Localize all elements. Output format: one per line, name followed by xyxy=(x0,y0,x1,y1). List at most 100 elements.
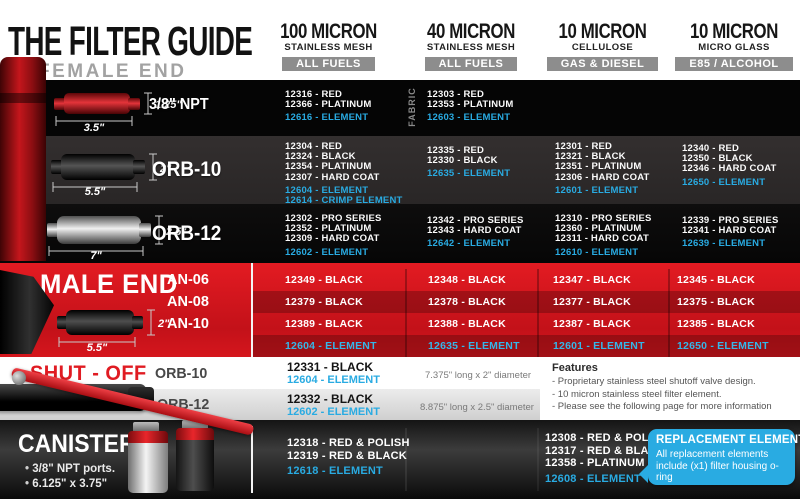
column-micron: 100 MICRON xyxy=(280,20,377,43)
part-number: 12353 - PLATINUM xyxy=(427,99,514,111)
svg-text:3.5": 3.5" xyxy=(84,122,105,132)
element-number: 12603 - ELEMENT xyxy=(427,112,511,124)
part-number: 12360 - PLATINUM xyxy=(555,223,642,235)
part-number: 12306 - HARD COAT xyxy=(555,171,650,183)
part-number: 12378 - BLACK xyxy=(428,296,506,308)
black-canister-photo xyxy=(176,428,214,491)
part-number: 12340 - RED xyxy=(682,143,740,154)
element-number: 12639 - ELEMENT xyxy=(682,238,766,250)
column-media: CELLULOSE xyxy=(571,42,634,53)
cell-shutoff-orb10: 12331 - BLACK 12604 - ELEMENT xyxy=(287,361,380,387)
fabric-note: FABRIC xyxy=(406,87,417,127)
replacement-elements-callout: REPLACEMENT ELEMENTS All replacement ele… xyxy=(639,429,800,485)
element-number: 12635 - ELEMENT xyxy=(427,168,511,180)
part-number: 12316 - RED xyxy=(285,89,343,100)
cell-orb10-40micron: 12335 - RED 12330 - BLACK 12635 - ELEMEN… xyxy=(427,145,511,180)
part-number: 12318 - RED & POLISH xyxy=(287,437,410,449)
fuel-badge: GAS & DIESEL xyxy=(546,57,659,71)
silver-canister-photo xyxy=(128,431,168,493)
part-number: 12377 - BLACK xyxy=(553,296,631,308)
female-end-label: FEMALE END xyxy=(38,61,187,82)
part-number: 12389 - BLACK xyxy=(285,318,363,330)
element-number: 12635 - ELEMENT xyxy=(428,340,520,352)
row-label-an08: AN-08 xyxy=(167,294,209,310)
male-row-an08: 12379 - BLACK 12378 - BLACK 12377 - BLAC… xyxy=(252,291,800,313)
size-note-orb10: 7.375" long x 2" diameter xyxy=(425,370,532,381)
svg-text:2.5": 2.5" xyxy=(165,226,187,238)
row-npt: 1.25" 3.5" 3/8" NPT 12316 - RED 12366 - … xyxy=(0,80,800,136)
part-number: 12385 - BLACK xyxy=(677,318,755,330)
label-divider xyxy=(251,263,253,357)
part-number: 12354 - PLATINUM xyxy=(285,161,372,173)
female-end-section: 1.25" 3.5" 3/8" NPT 12316 - RED 12366 - … xyxy=(0,80,800,263)
red-filter-photo xyxy=(0,57,46,261)
canister-bracket xyxy=(133,422,159,432)
row-label-an10: AN-10 xyxy=(167,316,209,332)
male-end-label: MALE END xyxy=(40,269,178,299)
element-number: 12608 - ELEMENT xyxy=(545,472,641,485)
black-filter-illustration: 2" 5.5" xyxy=(51,153,172,196)
callout-body: All replacement elements include (x1) fi… xyxy=(656,449,779,483)
part-number: 12358 - PLATINUM xyxy=(545,457,645,469)
row-label-orb10: ORB-10 xyxy=(152,158,222,181)
svg-text:1.25": 1.25" xyxy=(155,99,182,111)
part-number: 12352 - PLATINUM xyxy=(285,223,372,235)
part-number: 12330 - BLACK xyxy=(427,155,498,167)
column-micron: 10 MICRON xyxy=(690,20,778,43)
element-number: 12604 - ELEMENT xyxy=(287,374,380,386)
element-number: 12616 - ELEMENT xyxy=(285,112,369,124)
svg-text:5.5": 5.5" xyxy=(87,342,108,353)
column-micron: 10 MICRON xyxy=(558,20,647,43)
column-divider xyxy=(668,269,670,357)
cell-orb10-cellulose: 12301 - RED 12321 - BLACK 12351 - PLATIN… xyxy=(555,141,650,196)
part-number: 12387 - BLACK xyxy=(553,318,631,330)
cell-orb10-microglass: 12340 - RED 12350 - BLACK 12346 - HARD C… xyxy=(682,143,777,188)
fuel-badge: ALL FUELS xyxy=(424,57,518,71)
part-number: 12388 - BLACK xyxy=(428,318,506,330)
part-number: 12302 - PRO SERIES xyxy=(285,213,382,224)
male-row-an06: 12349 - BLACK 12348 - BLACK 12347 - BLAC… xyxy=(252,269,800,291)
part-number: 12307 - HARD COAT xyxy=(285,171,380,183)
part-number: 12303 - RED xyxy=(427,89,485,100)
part-number: 12331 - BLACK xyxy=(287,360,374,374)
part-number: 12319 - RED & BLACK xyxy=(287,449,407,462)
part-number: 12339 - PRO SERIES xyxy=(682,215,779,226)
male-end-section: MALE END AN-06 AN-08 AN-10 2" 5.5" 12349… xyxy=(0,263,800,357)
row-label-shutoff-orb10: ORB-10 xyxy=(155,365,208,382)
part-number: 12346 - HARD COAT xyxy=(682,163,777,175)
feature-item: - 10 micron stainless steel filter eleme… xyxy=(552,388,722,400)
canister-bracket xyxy=(182,420,208,430)
svg-text:7": 7" xyxy=(90,250,102,260)
chrome-filter-illustration: 2.5" 7" xyxy=(47,215,187,260)
part-number: 12349 - BLACK xyxy=(285,274,363,286)
part-number: 12375 - BLACK xyxy=(677,296,755,308)
part-number: 12379 - BLACK xyxy=(285,296,363,308)
element-number: 12601 - ELEMENT xyxy=(555,184,639,196)
page-title: THE FILTER GUIDE xyxy=(8,18,253,64)
column-micron: 40 MICRON xyxy=(427,20,515,43)
shut-off-section: SHUT - OFF ORB-10 12331 - BLACK 12604 - … xyxy=(0,357,800,436)
features-heading: Features xyxy=(552,362,598,374)
element-number: 12610 - ELEMENT xyxy=(555,246,639,258)
row-label-npt: 3/8" NPT xyxy=(149,96,209,113)
part-number: 12348 - BLACK xyxy=(428,274,506,286)
shutoff-valve-hinge xyxy=(12,371,26,385)
part-number: 12301 - RED xyxy=(555,141,613,152)
part-number: 12309 - HARD COAT xyxy=(285,233,380,245)
part-number: 12332 - BLACK xyxy=(287,392,374,406)
male-row-elements: 12604 - ELEMENT 12635 - ELEMENT 12601 - … xyxy=(252,335,800,357)
cell-canister-cellulose: 12308 - RED & POLISH 12317 - RED & BLACK… xyxy=(545,432,668,485)
cell-orb10-100micron: 12304 - RED 12324 - BLACK 12354 - PLATIN… xyxy=(285,141,403,206)
part-number: 12341 - HARD COAT xyxy=(682,225,777,237)
part-number: 12308 - RED & POLISH xyxy=(545,432,668,444)
fuel-badge: ALL FUELS xyxy=(282,57,375,71)
cell-orb12-microglass: 12339 - PRO SERIES 12341 - HARD COAT 126… xyxy=(682,215,779,250)
part-number: 12310 - PRO SERIES xyxy=(555,213,652,224)
svg-text:5.5": 5.5" xyxy=(85,186,106,196)
column-divider xyxy=(405,269,407,357)
column-header-10-micron-cellulose: 10 MICRON CELLULOSE GAS & DIESEL xyxy=(537,20,668,72)
row-label-orb12: ORB-12 xyxy=(152,222,222,245)
part-number: 12366 - PLATINUM xyxy=(285,99,372,111)
element-number: 12618 - ELEMENT xyxy=(287,465,383,477)
